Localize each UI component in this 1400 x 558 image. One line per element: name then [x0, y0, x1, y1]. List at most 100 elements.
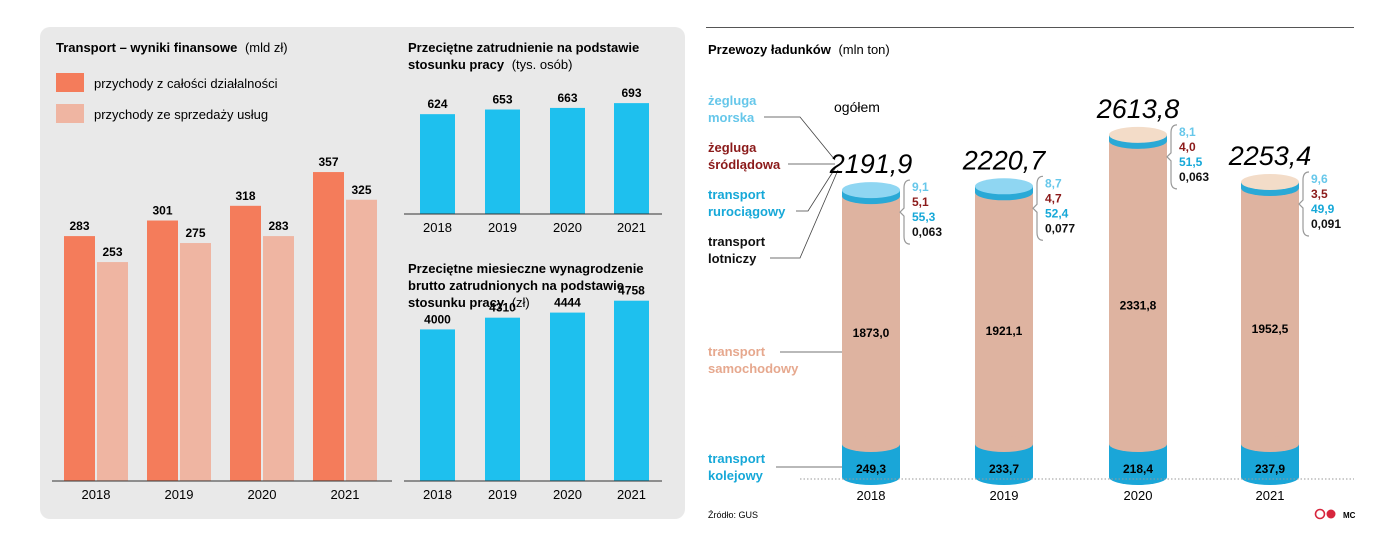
salary-value-label: 4000	[424, 312, 451, 326]
salary-x-label: 2018	[423, 487, 452, 502]
salary-x-labels: 2018 2019 2020 2021	[423, 487, 646, 502]
revenue-bar-2019-services	[180, 243, 211, 481]
small-value-2018: 0,063	[912, 225, 942, 239]
revenue-bar-2019-total	[147, 220, 178, 481]
revenue-x-label: 2020	[248, 487, 277, 502]
salary-bar-2018	[420, 329, 455, 481]
small-value-2019: 4,7	[1045, 191, 1062, 205]
legend-swatch-services	[56, 104, 84, 123]
bracket-2021	[1298, 171, 1310, 237]
cargo-x-labels: 2018 2019 2020 2021	[857, 488, 1285, 503]
cylinder-rail-top-2020	[1109, 436, 1167, 452]
salary-bar-2021	[614, 300, 649, 481]
legend-inland: żegluga śródlądowa	[708, 140, 781, 172]
revenue-title: Transport – wyniki finansowe	[56, 40, 237, 55]
employment-title-line1: Przeciętne zatrudnienie na podstawie	[408, 40, 639, 55]
revenue-bar-2021-total	[313, 172, 344, 482]
cargo-legend: żegluga morska żegluga śródlądowa transp…	[708, 93, 842, 483]
salary-unit: (zł)	[512, 295, 530, 310]
cylinder-top-2019	[975, 178, 1033, 195]
employment-value-label: 624	[427, 97, 447, 111]
cylinder-rail-top-2018	[842, 436, 900, 452]
legend-label-total: przychody z całości działalności	[94, 76, 278, 91]
employment-x-label: 2020	[553, 220, 582, 235]
cargo-title: Przewozy ładunków	[708, 42, 832, 57]
employment-bar-2021	[614, 103, 649, 214]
employment-chart: Przeciętne zatrudnienie na podstawie sto…	[404, 40, 662, 235]
small-value-2021: 0,091	[1311, 217, 1341, 231]
small-value-2019: 52,4	[1045, 206, 1069, 220]
rail-value-2020: 218,4	[1123, 462, 1153, 476]
revenue-bars: 283 253 301 275 318 283 357 325	[64, 155, 377, 482]
employment-value-label: 663	[557, 91, 577, 105]
salary-bar-2019	[485, 317, 520, 481]
small-value-2021: 3,5	[1311, 187, 1328, 201]
legend-label-services: przychody ze sprzedaży usług	[94, 107, 268, 122]
cylinder-road-2020	[1109, 134, 1167, 444]
salary-title-line2: brutto zatrudnionych na podstawie	[408, 278, 624, 293]
salary-x-label: 2019	[488, 487, 517, 502]
revenue-bar-2021-services	[346, 199, 377, 481]
leader-pipe	[796, 166, 837, 212]
cylinder-top-2020	[1109, 126, 1167, 143]
road-value-2019: 1921,1	[986, 324, 1023, 338]
salary-bars: 4000 4310 4444 4758	[420, 284, 649, 481]
cargo-x-label: 2018	[857, 488, 886, 503]
salary-title-line3: stosunku pracy	[408, 295, 505, 310]
copyright-icon	[1314, 508, 1326, 520]
small-value-2018: 55,3	[912, 210, 936, 224]
revenue-value-label: 325	[351, 183, 371, 197]
total-label-2019: 2220,7	[962, 145, 1047, 175]
road-value-2020: 2331,8	[1120, 298, 1157, 312]
leader-sea	[764, 116, 836, 161]
employment-value-label: 693	[621, 86, 641, 100]
legend-road: transport samochodowy	[708, 344, 799, 376]
revenue-bar-2020-services	[263, 236, 294, 481]
salary-chart: Przeciętne miesieczne wynagrodzenie brut…	[404, 261, 662, 502]
cylinder-bottom-2019	[975, 469, 1033, 485]
revenue-bar-2018-total	[64, 236, 95, 481]
cargo-x-label: 2019	[990, 488, 1019, 503]
legend-rail: transport kolejowy	[708, 451, 769, 483]
salary-x-label: 2021	[617, 487, 646, 502]
ogolem-label: ogółem	[834, 99, 880, 115]
revenue-value-label: 283	[268, 219, 288, 233]
small-value-2018: 5,1	[912, 195, 929, 209]
road-value-2018: 1873,0	[853, 326, 890, 340]
svg-text:stosunku pracy (zł): stosunku pracy (zł)	[408, 295, 530, 310]
employment-x-label: 2021	[617, 220, 646, 235]
salary-value-label: 4310	[489, 301, 516, 315]
cylinder-top-2021	[1241, 174, 1299, 191]
bracket-2020	[1166, 124, 1178, 190]
small-value-2019: 0,077	[1045, 221, 1075, 235]
legend-air: transport lotniczy	[708, 234, 769, 266]
rail-value-2021: 237,9	[1255, 462, 1285, 476]
cargo-x-label: 2021	[1256, 488, 1285, 503]
revenue-x-label: 2021	[331, 487, 360, 502]
cylinder-top-2018	[842, 182, 900, 199]
cylinder-road-2019	[975, 186, 1033, 444]
employment-x-labels: 2018 2019 2020 2021	[423, 220, 646, 235]
revenue-unit: (mld zł)	[245, 40, 288, 55]
svg-text:Transport – wyniki finansowe: Transport – wyniki finansowe (mld zł)	[56, 40, 288, 55]
employment-bar-2019	[485, 109, 520, 214]
total-label-2018: 2191,9	[829, 149, 913, 179]
salary-value-label: 4758	[618, 284, 645, 298]
legend-pipe: transport rurociągowy	[708, 187, 786, 219]
svg-text:Przewozy ładunków (mln t: Przewozy ładunków (mln ton)	[708, 42, 890, 57]
employment-unit: (tys. osób)	[512, 57, 573, 72]
revenue-value-label: 357	[318, 155, 338, 169]
revenue-value-label: 275	[185, 226, 205, 240]
leader-air	[770, 169, 839, 259]
revenue-value-label: 318	[235, 189, 255, 203]
revenue-x-labels: 2018 2019 2020 2021	[82, 487, 360, 502]
author-initials: MC	[1343, 511, 1356, 520]
small-value-2020: 51,5	[1179, 155, 1203, 169]
revenue-value-label: 253	[102, 245, 122, 259]
legend-sea: żegluga morska	[708, 93, 760, 125]
small-value-2021: 49,9	[1311, 202, 1335, 216]
cylinder-road-2021	[1241, 182, 1299, 444]
rail-value-2019: 233,7	[989, 462, 1019, 476]
small-value-2021: 9,6	[1311, 172, 1328, 186]
road-value-2021: 1952,5	[1252, 322, 1289, 336]
